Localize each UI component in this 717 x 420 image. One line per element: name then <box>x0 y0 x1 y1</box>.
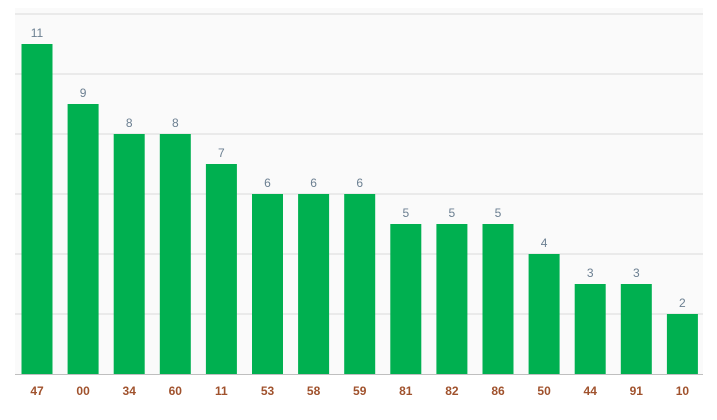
category-label: 58 <box>307 384 321 398</box>
category-label: 44 <box>584 384 598 398</box>
category-label: 11 <box>215 384 228 398</box>
category-label: 91 <box>630 384 644 398</box>
category-label: 34 <box>123 384 137 398</box>
bar-58 <box>298 194 330 374</box>
value-label: 5 <box>449 206 456 220</box>
value-label: 6 <box>264 176 271 190</box>
bar-10 <box>666 314 698 374</box>
value-label: 9 <box>80 86 87 100</box>
value-label: 5 <box>495 206 502 220</box>
value-label: 8 <box>172 116 179 130</box>
value-label: 5 <box>402 206 409 220</box>
bar-53 <box>252 194 283 374</box>
value-label: 2 <box>679 296 686 310</box>
value-label: 6 <box>356 176 363 190</box>
bar-44 <box>574 284 606 374</box>
value-label: 8 <box>126 116 133 130</box>
category-label: 81 <box>399 384 413 398</box>
bar-60 <box>159 134 191 374</box>
bar-86 <box>482 224 514 374</box>
category-label: 10 <box>676 384 690 398</box>
category-label: 47 <box>30 384 44 398</box>
bar-82 <box>436 224 468 374</box>
category-label: 00 <box>76 384 90 398</box>
value-label: 3 <box>587 266 594 280</box>
category-label: 59 <box>353 384 367 398</box>
value-label: 11 <box>31 26 44 40</box>
bar-11 <box>205 164 237 374</box>
category-label: 50 <box>537 384 551 398</box>
bar-91 <box>620 284 652 374</box>
bar-00 <box>67 104 99 374</box>
value-label: 4 <box>541 236 548 250</box>
bar-34 <box>113 134 145 374</box>
value-label: 7 <box>218 146 225 160</box>
category-label: 53 <box>261 384 275 398</box>
bar-81 <box>390 224 422 374</box>
bar-47 <box>21 44 53 374</box>
bar-59 <box>344 194 376 374</box>
category-label: 82 <box>445 384 459 398</box>
category-label: 86 <box>491 384 505 398</box>
category-label: 60 <box>169 384 183 398</box>
value-label: 3 <box>633 266 640 280</box>
bar-50 <box>528 254 560 374</box>
value-label: 6 <box>310 176 317 190</box>
